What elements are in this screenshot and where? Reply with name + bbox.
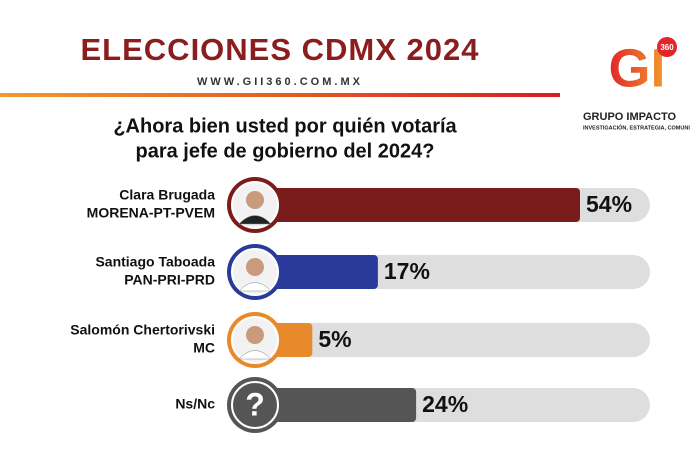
logo-mark: GI xyxy=(608,38,665,98)
unknown-icon: ? xyxy=(245,386,265,422)
bar xyxy=(255,188,580,222)
bar xyxy=(255,388,417,422)
logo-name: GRUPO IMPACTO xyxy=(583,111,677,123)
avatar-body xyxy=(238,282,272,292)
avatar-body xyxy=(238,215,272,225)
title: ELECCIONES CDMX 2024 xyxy=(81,32,480,67)
category-label: MORENA-PT-PVEM xyxy=(87,205,215,221)
logo-badge-bg xyxy=(657,37,677,57)
website: WWW.GII360.COM.MX xyxy=(197,76,363,88)
avatar-head xyxy=(246,191,264,209)
category-label: Clara Brugada xyxy=(119,187,215,203)
bar xyxy=(255,255,378,289)
value-label: 5% xyxy=(318,326,351,352)
value-label: 54% xyxy=(586,191,632,217)
avatar xyxy=(231,381,279,429)
value-label: 17% xyxy=(384,258,430,284)
avatar-head xyxy=(246,326,264,344)
logo-badge: 360 xyxy=(660,43,674,52)
question: para jefe de gobierno del 2024? xyxy=(136,140,435,162)
avatar-body xyxy=(238,350,272,360)
category-label: Salomón Chertorivski xyxy=(70,322,215,338)
title-rule xyxy=(0,93,560,97)
category-label: MC xyxy=(193,340,215,356)
question: ¿Ahora bien usted por quién votaría xyxy=(113,115,457,137)
category-label: PAN-PRI-PRD xyxy=(124,272,215,288)
category-label: Ns/Nc xyxy=(175,396,215,412)
category-label: Santiago Taboada xyxy=(95,254,215,270)
bar-track xyxy=(255,323,650,357)
avatar-head xyxy=(246,258,264,276)
value-label: 24% xyxy=(422,391,468,417)
logo-tagline: INVESTIGACIÓN, ESTRATEGIA, COMUNICACIÓN xyxy=(583,123,690,131)
